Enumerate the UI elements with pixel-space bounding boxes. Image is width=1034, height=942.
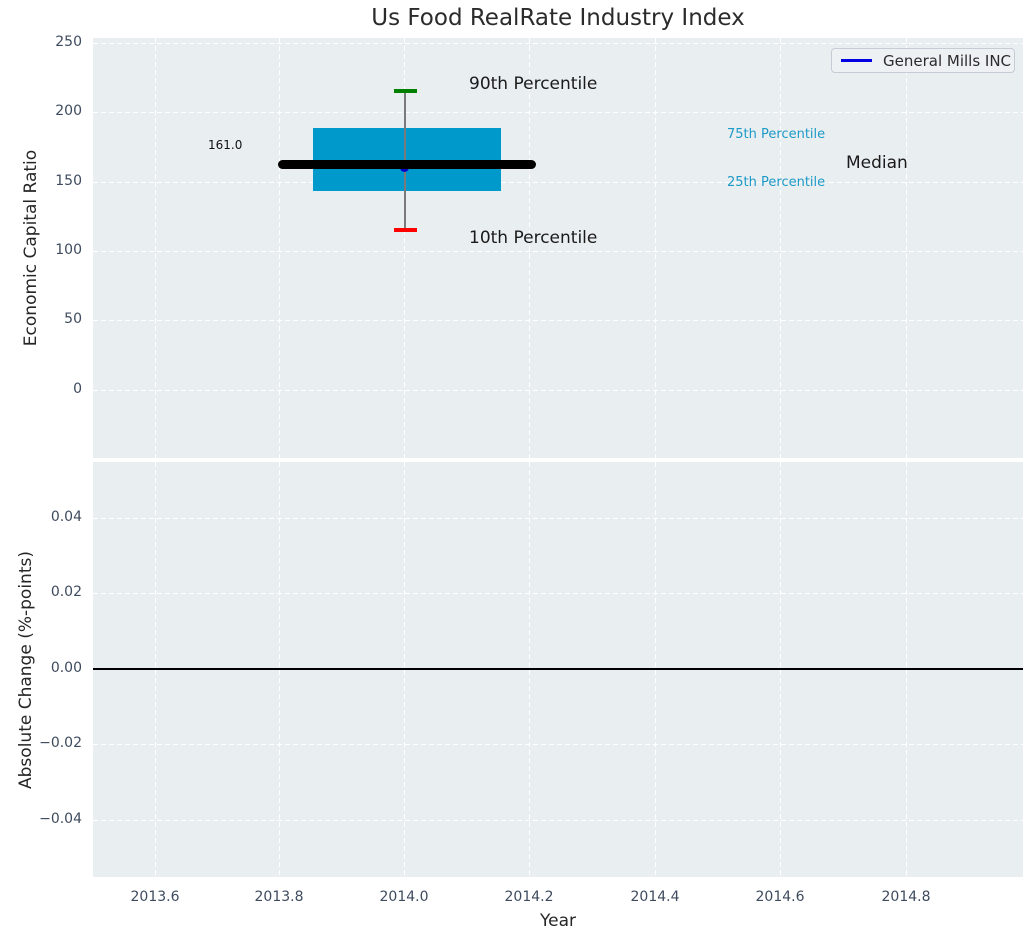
xtick-label: 2013.8 — [254, 889, 304, 905]
gridline — [279, 38, 280, 458]
gridline — [906, 38, 907, 458]
ytick-label: 0.00 — [50, 660, 82, 676]
median-line — [278, 160, 536, 169]
gridline — [93, 820, 1023, 821]
gridline — [655, 38, 656, 458]
ytick-label: −0.02 — [39, 735, 82, 751]
plot-area-absolute-change — [93, 462, 1023, 877]
ytick-label: 150 — [55, 173, 82, 189]
zero-reference-line — [93, 668, 1023, 670]
y-axis-label-top: Economic Capital Ratio — [21, 149, 41, 347]
ytick-label: 0.04 — [50, 509, 82, 525]
plot-area-economic-capital-ratio: 90th Percentile 10th Percentile 75th Per… — [93, 38, 1023, 458]
ytick-label: 200 — [55, 103, 82, 119]
gridline — [155, 38, 156, 458]
gridline — [93, 518, 1023, 519]
ytick-label: 250 — [55, 34, 82, 50]
chart-title: Us Food RealRate Industry Index — [371, 5, 745, 31]
xtick-label: 2014.0 — [379, 889, 429, 905]
legend-label: General Mills INC — [883, 51, 1012, 70]
gridline — [404, 38, 405, 458]
gridline — [93, 251, 1023, 252]
xtick-label: 2013.6 — [130, 889, 180, 905]
x-axis-label: Year — [540, 911, 576, 931]
gridline — [93, 43, 1023, 44]
ytick-label: 0.02 — [50, 584, 82, 600]
gridline — [529, 38, 530, 458]
xtick-label: 2014.4 — [630, 889, 680, 905]
gridline — [93, 112, 1023, 113]
gridline — [93, 182, 1023, 183]
label-75th-percentile: 75th Percentile — [727, 127, 826, 142]
ytick-label: 50 — [64, 311, 82, 327]
xtick-label: 2014.2 — [504, 889, 554, 905]
percentile-box — [313, 128, 501, 191]
ytick-label: −0.04 — [39, 811, 82, 827]
legend: General Mills INC — [831, 48, 1015, 73]
ytick-label: 0 — [73, 381, 82, 397]
label-median: Median — [846, 153, 908, 173]
xtick-label: 2014.6 — [755, 889, 805, 905]
cap-90th-percentile — [394, 89, 417, 93]
ytick-label: 100 — [55, 242, 82, 258]
xtick-label: 2014.8 — [881, 889, 931, 905]
gridline — [780, 38, 781, 458]
cap-10th-percentile — [394, 228, 417, 232]
gridline — [93, 320, 1023, 321]
gridline — [93, 593, 1023, 594]
label-25th-percentile: 25th Percentile — [727, 175, 826, 190]
company-value-annotation: 161.0 — [208, 138, 243, 152]
y-axis-label-bottom: Absolute Change (%-points) — [16, 551, 36, 789]
gridline — [93, 390, 1023, 391]
legend-line-swatch — [841, 59, 872, 62]
gridline — [93, 744, 1023, 745]
label-10th-percentile: 10th Percentile — [469, 228, 598, 248]
label-90th-percentile: 90th Percentile — [469, 74, 598, 94]
